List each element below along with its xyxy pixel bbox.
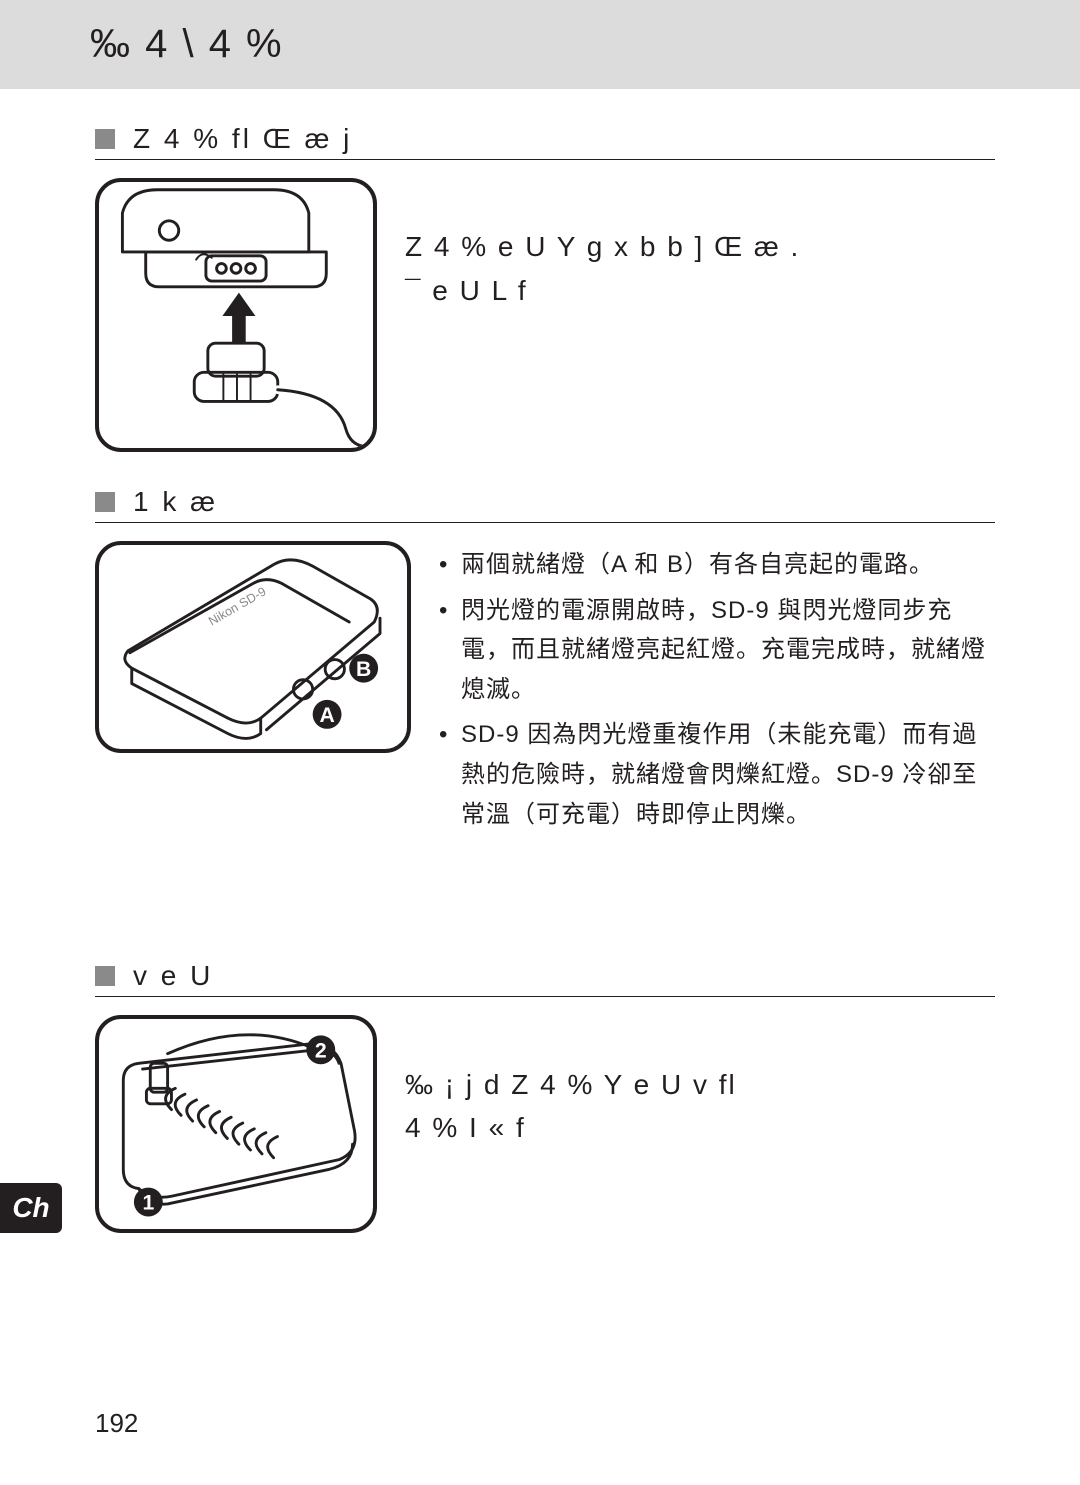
page-number: 192 bbox=[95, 1408, 138, 1439]
section-1-heading: Z 4 % fl Œ æ j bbox=[95, 123, 995, 160]
label-a: A bbox=[319, 704, 334, 727]
square-bullet-icon bbox=[95, 129, 115, 149]
section-3-title: v e U bbox=[133, 960, 213, 992]
section-3-body: ‰ ¡ j d Z 4 % Y e U v fl 4 % I « f bbox=[405, 1015, 737, 1149]
square-bullet-icon bbox=[95, 966, 115, 986]
section-3-row: 2 1 ‰ ¡ j d Z 4 % Y e U v fl 4 % I « f bbox=[95, 1015, 995, 1233]
soft-case-illustration: 2 1 bbox=[99, 1019, 373, 1229]
page-title: ‰ 4 \ 4 % bbox=[90, 22, 284, 66]
section-2-title: 1 k æ bbox=[133, 486, 218, 518]
page-title-bar: ‰ 4 \ 4 % bbox=[0, 0, 1080, 89]
label-b: B bbox=[356, 658, 371, 681]
figure-soft-case: 2 1 bbox=[95, 1015, 377, 1233]
section-2-heading: 1 k æ bbox=[95, 486, 995, 523]
battery-pack-illustration: Nikon SD-9 B A bbox=[99, 545, 407, 749]
section-2-row: Nikon SD-9 B A •兩個就緒燈（A 和 B）有各自亮起的電路。 •閃… bbox=[95, 541, 995, 840]
language-tab: Ch bbox=[0, 1183, 62, 1233]
bullet-1: •兩個就緒燈（A 和 B）有各自亮起的電路。 bbox=[439, 545, 995, 585]
section-2-bullets: •兩個就緒燈（A 和 B）有各自亮起的電路。 •閃光燈的電源開啟時，SD-9 與… bbox=[439, 541, 995, 840]
square-bullet-icon bbox=[95, 492, 115, 512]
bullet-2: •閃光燈的電源開啟時，SD-9 與閃光燈同步充電，而且就緒燈亮起紅燈。充電完成時… bbox=[439, 591, 995, 710]
figure-flash-connector bbox=[95, 178, 377, 452]
section-3-heading: v e U bbox=[95, 960, 995, 997]
section-1-body: Z 4 % e U Y g x b b ] Œ æ . ¯ e U L f bbox=[405, 178, 800, 312]
section-1-title: Z 4 % fl Œ æ j bbox=[133, 123, 352, 155]
page-content: Z 4 % fl Œ æ j bbox=[0, 123, 1080, 1233]
section-1-row: Z 4 % e U Y g x b b ] Œ æ . ¯ e U L f bbox=[95, 178, 995, 452]
label-2: 2 bbox=[315, 1040, 327, 1063]
bullet-3: •SD-9 因為閃光燈重複作用（未能充電）而有過熱的危險時，就緒燈會閃爍紅燈。S… bbox=[439, 715, 995, 834]
figure-battery-pack: Nikon SD-9 B A bbox=[95, 541, 411, 753]
label-1: 1 bbox=[142, 1192, 154, 1215]
flash-connector-illustration bbox=[99, 182, 373, 448]
